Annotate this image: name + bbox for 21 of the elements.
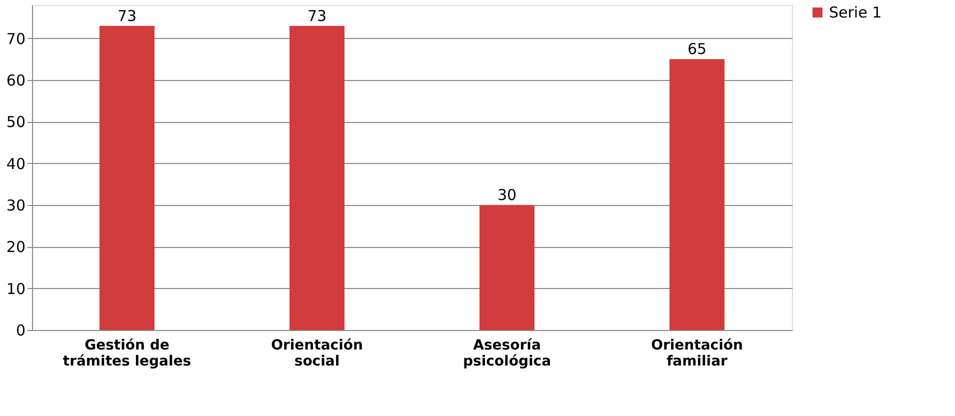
y-tick-label: 50 — [6, 113, 26, 132]
y-tick-label: 0 — [16, 322, 26, 340]
bar — [670, 59, 724, 330]
y-tick-label: 60 — [6, 72, 26, 90]
legend-label: Serie 1 — [829, 4, 882, 22]
x-tick-label: Orientación social — [271, 338, 363, 370]
data-label: 73 — [117, 6, 137, 25]
x-tick-label: Orientación familiar — [651, 338, 743, 370]
y-tick-label: 10 — [6, 280, 26, 298]
y-tick-label: 70 — [6, 30, 26, 48]
x-tick-label: Asesoría psicológica — [462, 338, 552, 370]
y-tick-label: 20 — [6, 238, 26, 256]
data-label: 65 — [687, 40, 707, 58]
y-tick-label: 30 — [6, 196, 26, 214]
data-label: 30 — [497, 186, 517, 204]
bar — [480, 205, 534, 330]
bar — [290, 26, 344, 330]
bar — [100, 26, 154, 330]
x-tick-label: Gestión de trámites legales — [62, 338, 192, 370]
y-tick-label: 40 — [6, 154, 26, 173]
data-label: 73 — [307, 6, 327, 25]
